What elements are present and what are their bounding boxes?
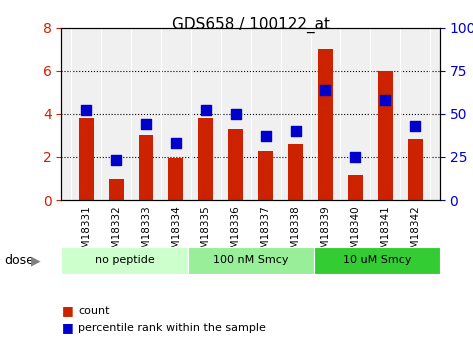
Text: 100 nM Smcy: 100 nM Smcy — [213, 256, 289, 265]
Text: ■: ■ — [61, 304, 73, 317]
Point — [82, 108, 90, 113]
Bar — [378, 71, 393, 200]
Text: GDS658 / 100122_at: GDS658 / 100122_at — [172, 17, 330, 33]
Text: dose: dose — [5, 254, 35, 267]
Point — [382, 97, 389, 103]
Point — [412, 123, 419, 129]
Bar — [168, 158, 184, 200]
Point — [351, 154, 359, 160]
Text: 10 uM Smcy: 10 uM Smcy — [342, 256, 411, 265]
Point — [292, 128, 299, 134]
Text: ▶: ▶ — [31, 254, 40, 267]
Bar — [139, 136, 153, 200]
Bar — [258, 150, 273, 200]
Bar — [228, 129, 243, 200]
Point — [142, 121, 150, 127]
Point — [202, 108, 210, 113]
Point — [262, 134, 270, 139]
Point — [112, 158, 120, 163]
Text: no peptide: no peptide — [95, 256, 154, 265]
Bar — [109, 179, 123, 200]
Point — [322, 87, 329, 92]
Bar — [318, 49, 333, 200]
Text: percentile rank within the sample: percentile rank within the sample — [78, 323, 266, 333]
Point — [172, 140, 180, 146]
Text: ■: ■ — [61, 321, 73, 334]
Bar — [348, 175, 363, 200]
Bar — [288, 144, 303, 200]
Point — [232, 111, 239, 117]
Bar — [79, 118, 94, 200]
Bar — [198, 118, 213, 200]
Bar — [408, 139, 423, 200]
Text: count: count — [78, 306, 110, 315]
